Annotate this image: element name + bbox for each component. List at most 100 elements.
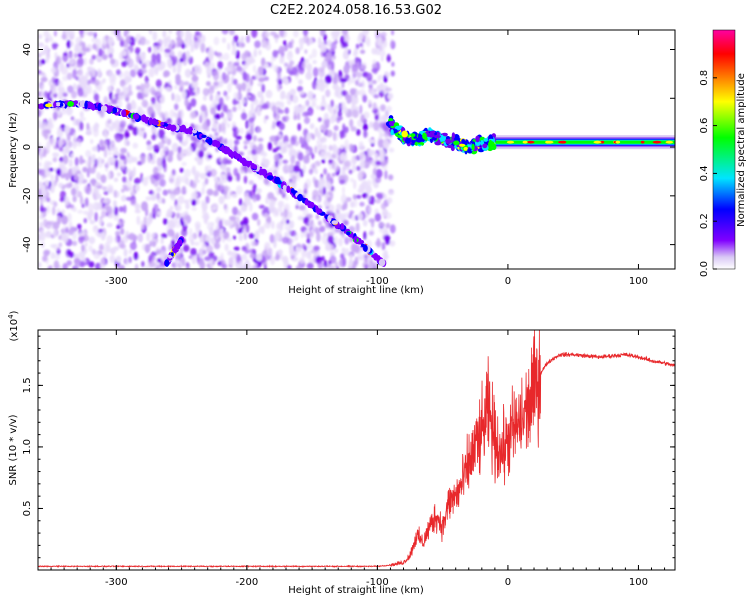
speckle-mark bbox=[181, 90, 187, 100]
speckle-mark bbox=[100, 231, 106, 241]
speckle-mark bbox=[316, 131, 322, 140]
speckle-mark bbox=[217, 60, 223, 70]
speckle-mark bbox=[77, 223, 82, 230]
speckle-mark bbox=[191, 199, 197, 206]
speckle-mark bbox=[81, 231, 86, 236]
speckle-mark bbox=[202, 206, 207, 217]
turbulent-mark bbox=[405, 137, 411, 144]
speckle-mark bbox=[45, 144, 50, 155]
speckle-mark bbox=[311, 163, 316, 170]
speckle-mark bbox=[356, 71, 363, 78]
speckle-mark bbox=[98, 49, 105, 56]
speckle-mark bbox=[260, 225, 265, 235]
speckle-mark bbox=[330, 177, 334, 185]
speckle-mark bbox=[293, 105, 300, 113]
direct-signal-peak bbox=[615, 140, 621, 144]
speckle-mark bbox=[81, 244, 85, 252]
speckle-mark bbox=[196, 140, 201, 149]
speckle-mark bbox=[140, 172, 144, 183]
speckle-mark bbox=[323, 168, 327, 175]
speckle-mark bbox=[376, 237, 381, 248]
speckle-mark bbox=[53, 30, 58, 37]
speckle-mark bbox=[358, 151, 366, 162]
spectrogram-y-axis-label: Frequency (Hz) bbox=[8, 112, 19, 188]
speckle-mark bbox=[254, 230, 260, 240]
speckle-mark bbox=[193, 179, 200, 184]
speckle-mark bbox=[362, 94, 368, 103]
speckle-mark bbox=[126, 168, 132, 173]
speckle-mark bbox=[121, 188, 125, 193]
speckle-mark bbox=[377, 193, 384, 200]
speckle-mark bbox=[267, 250, 274, 256]
speckle-mark bbox=[352, 194, 357, 200]
speckle-mark bbox=[144, 75, 149, 84]
speckle-mark bbox=[318, 70, 325, 78]
track-mark bbox=[87, 101, 93, 108]
speckle-mark bbox=[105, 244, 111, 253]
speckle-mark bbox=[231, 193, 238, 198]
speckle-mark bbox=[306, 69, 312, 78]
speckle-mark bbox=[329, 106, 335, 115]
speckle-mark bbox=[289, 145, 294, 154]
speckle-mark bbox=[64, 30, 71, 36]
speckle-mark bbox=[171, 221, 175, 229]
speckle-mark bbox=[384, 249, 388, 259]
turbulent-mark bbox=[428, 132, 435, 138]
speckle-mark bbox=[123, 248, 128, 257]
speckle-mark bbox=[340, 103, 347, 110]
speckle-mark bbox=[167, 189, 171, 194]
speckle-mark bbox=[47, 122, 54, 130]
speckle-mark bbox=[284, 107, 290, 115]
speckle-mark bbox=[223, 231, 230, 240]
track-mark bbox=[308, 201, 315, 209]
speckle-mark bbox=[223, 203, 227, 210]
track-mark bbox=[346, 231, 351, 236]
speckle-mark bbox=[287, 44, 294, 49]
speckle-mark bbox=[108, 149, 112, 156]
track-mark bbox=[152, 120, 159, 126]
speckle-mark bbox=[314, 145, 318, 154]
track-mark bbox=[173, 246, 178, 254]
speckle-mark bbox=[300, 230, 305, 239]
speckle-mark bbox=[257, 219, 261, 227]
speckle-mark bbox=[72, 240, 78, 246]
speckle-mark bbox=[274, 210, 279, 216]
spectrogram-x-tick-label: 0 bbox=[505, 276, 511, 287]
speckle-mark bbox=[299, 44, 304, 51]
speckle-mark bbox=[144, 243, 151, 254]
direct-signal-peak bbox=[665, 140, 674, 144]
speckle-mark bbox=[389, 240, 396, 247]
speckle-mark bbox=[226, 237, 233, 242]
speckle-mark bbox=[81, 41, 86, 52]
speckle-mark bbox=[229, 190, 233, 196]
track-mark bbox=[164, 259, 170, 267]
speckle-mark bbox=[388, 191, 395, 196]
speckle-mark bbox=[273, 65, 280, 73]
speckle-mark bbox=[237, 228, 243, 234]
track-mark bbox=[340, 226, 345, 230]
speckle-mark bbox=[150, 159, 156, 165]
speckle-mark bbox=[157, 210, 162, 216]
speckle-mark bbox=[181, 257, 186, 267]
speckle-mark bbox=[160, 236, 164, 245]
speckle-mark bbox=[118, 100, 123, 108]
speckle-mark bbox=[57, 86, 62, 92]
speckle-mark bbox=[239, 165, 246, 174]
speckle-mark bbox=[306, 238, 311, 244]
colorbar: 0.0 0.2 0.4 0.6 0.8 Normalized spectral ampl… bbox=[699, 29, 747, 277]
speckle-mark bbox=[40, 59, 46, 65]
speckle-mark bbox=[127, 58, 134, 69]
speckle-mark bbox=[156, 249, 161, 255]
speckle-mark bbox=[223, 90, 228, 97]
speckle-mark bbox=[38, 119, 42, 129]
speckle-mark bbox=[59, 156, 64, 163]
speckle-mark bbox=[206, 188, 214, 196]
speckle-mark bbox=[216, 94, 220, 100]
speckle-mark bbox=[284, 62, 288, 67]
speckle-mark bbox=[105, 160, 110, 168]
speckle-mark bbox=[52, 45, 58, 50]
speckle-mark bbox=[293, 114, 298, 121]
speckle-mark bbox=[185, 202, 190, 210]
speckle-mark bbox=[43, 129, 51, 134]
speckle-mark bbox=[124, 129, 130, 139]
